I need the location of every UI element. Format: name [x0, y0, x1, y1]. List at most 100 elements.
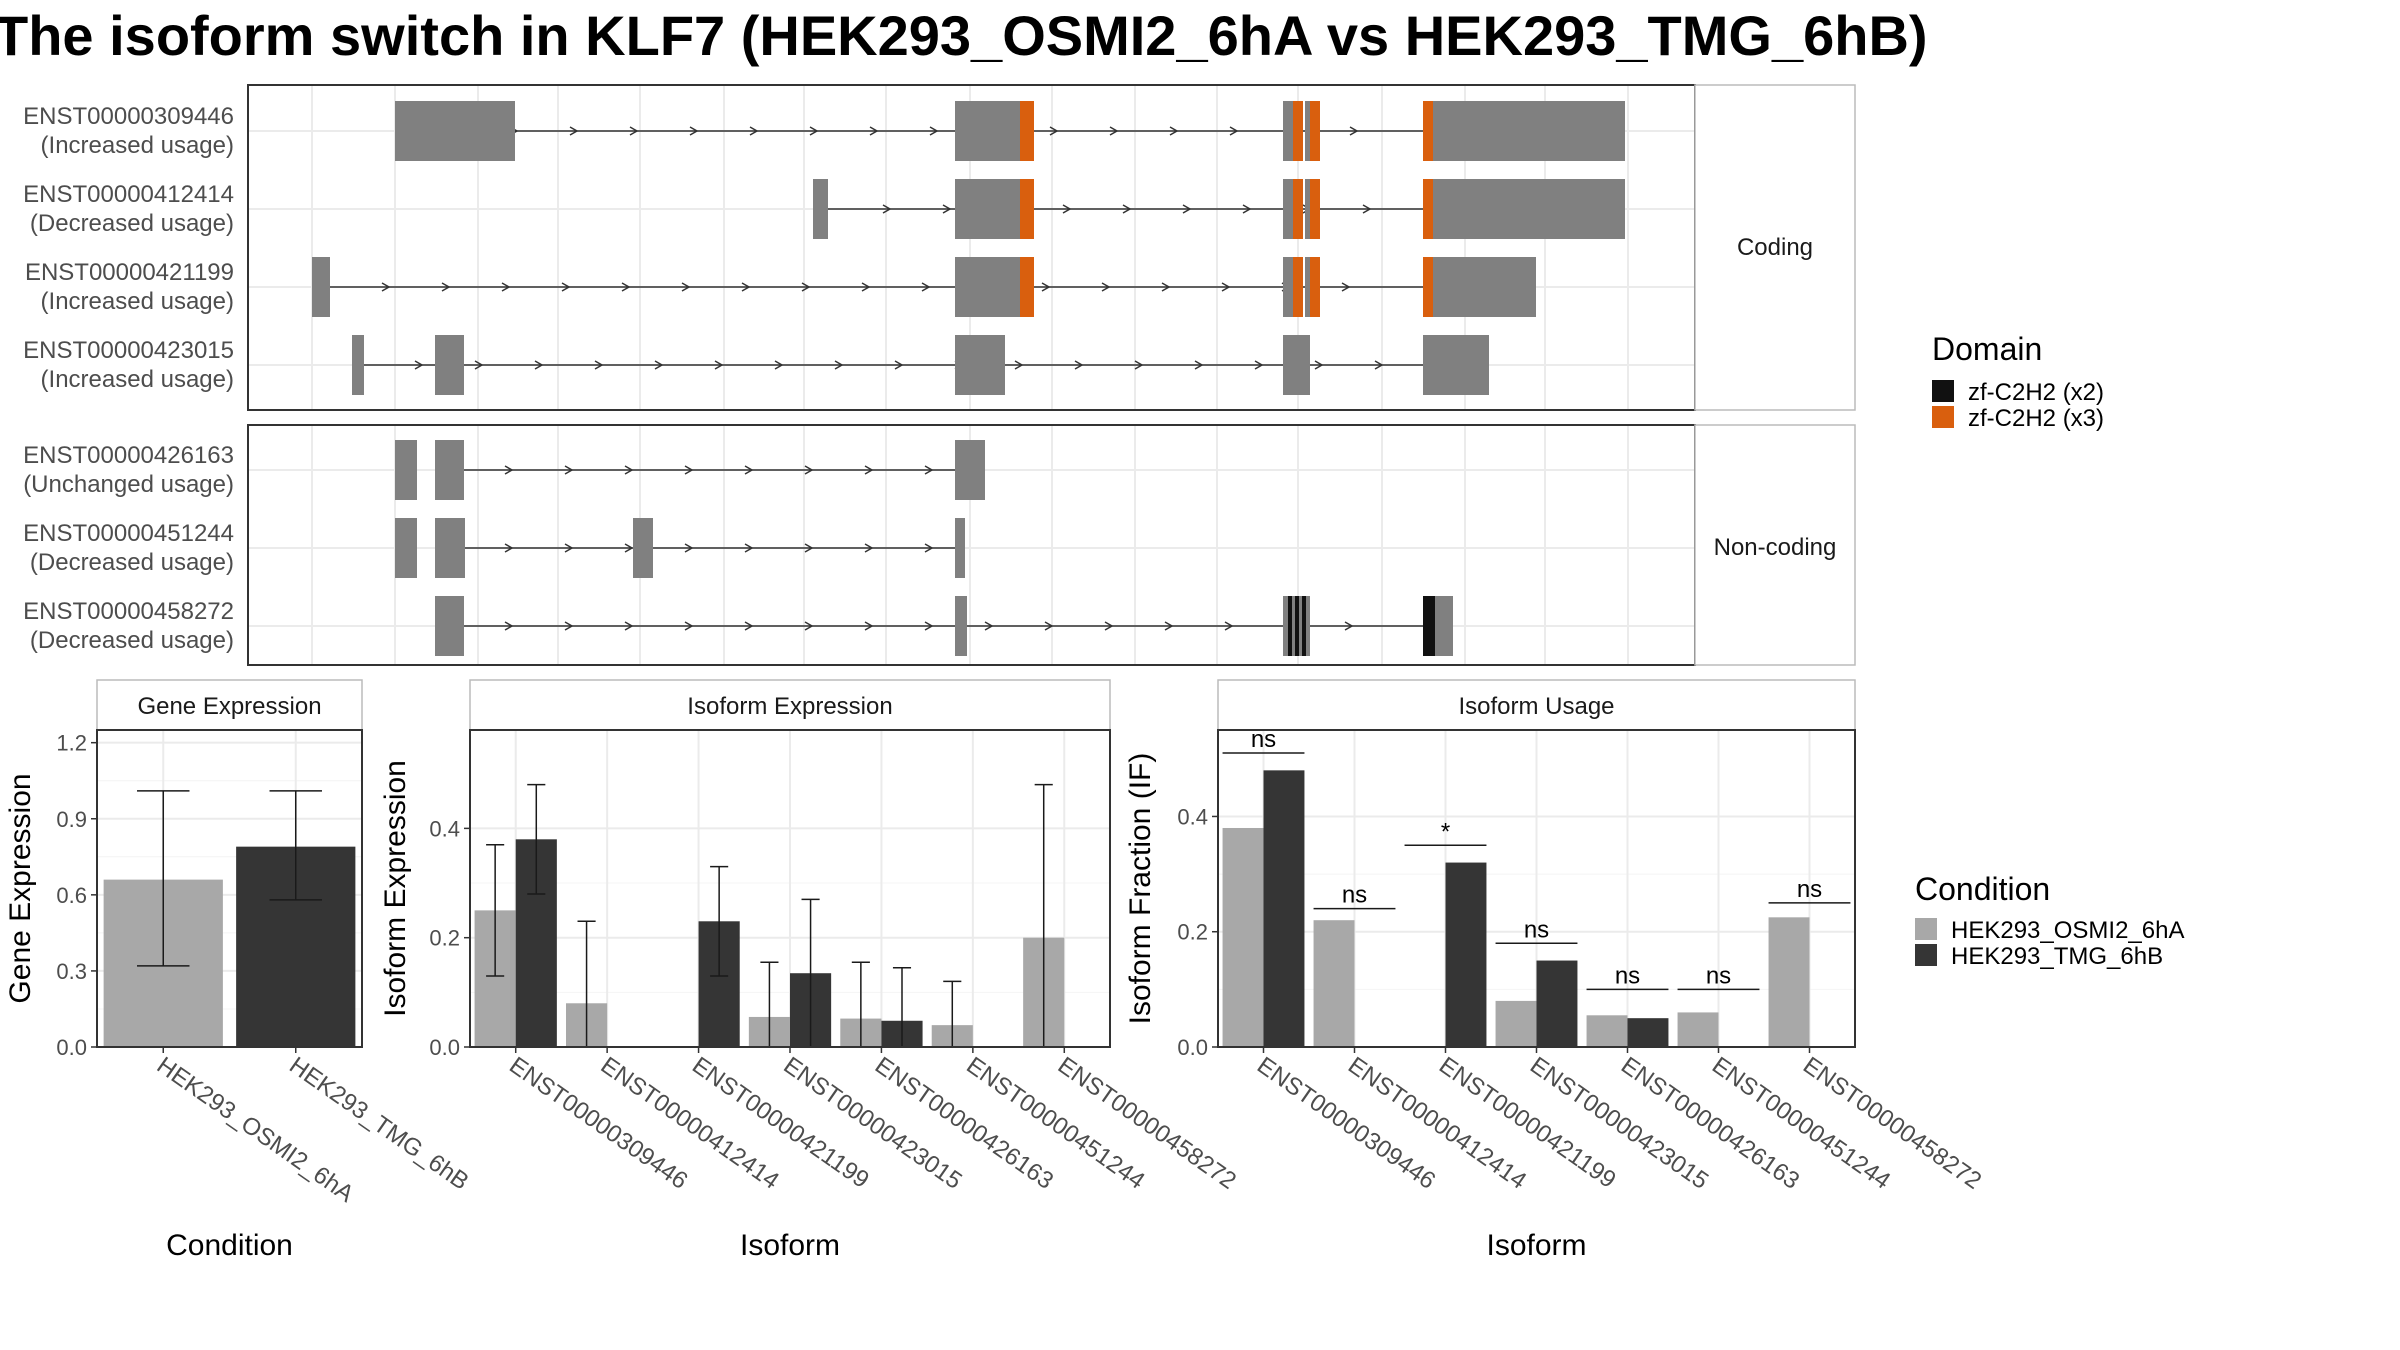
intron-arrow	[564, 621, 574, 631]
y-tick-label: 1.2	[56, 731, 87, 756]
domain-zf-c2h2-x3	[1293, 101, 1303, 161]
intron-arrow	[689, 126, 699, 136]
intron-arrow	[774, 360, 784, 370]
intron-arrow	[684, 465, 694, 475]
exon	[955, 440, 985, 500]
panel-strip	[96, 679, 363, 731]
transcript-model	[813, 179, 1625, 239]
exon	[1283, 179, 1293, 239]
domain-swatch-zf-c2h2-x3	[1932, 406, 1954, 428]
structure-facet-coding: Coding	[247, 84, 1856, 411]
facet-label-noncoding: Non-coding	[1714, 534, 1837, 561]
condition-legend-label: HEK293_OSMI2_6hA	[1951, 917, 2184, 944]
intron-arrow	[924, 621, 934, 631]
intron-arrow	[921, 282, 931, 292]
y-tick-label: 0.0	[56, 1035, 87, 1060]
exon	[435, 440, 450, 500]
bar	[1222, 827, 1264, 1047]
x-axis-title: Condition	[166, 1229, 293, 1262]
domain-zf-c2h2-x3	[1310, 179, 1320, 239]
intron-arrow	[684, 543, 694, 553]
intron-arrow	[929, 126, 939, 136]
intron-arrow	[1224, 621, 1234, 631]
intron-arrow	[504, 465, 514, 475]
intron-arrow	[1344, 621, 1354, 631]
transcript-usage: (Increased usage)	[41, 366, 234, 393]
intron-arrow	[1014, 360, 1024, 370]
intron-arrow	[381, 282, 391, 292]
domain-zf-c2h2-x3	[1423, 101, 1433, 161]
intron-arrow	[894, 360, 904, 370]
condition-swatch-osmi2	[1915, 918, 1937, 940]
intron-arrow	[714, 360, 724, 370]
intron-arrow	[654, 360, 664, 370]
bar	[1445, 862, 1487, 1047]
intron-arrow	[984, 621, 994, 631]
intron-arrow	[504, 621, 514, 631]
intron-arrow	[624, 465, 634, 475]
exon	[1305, 257, 1310, 317]
intron-arrow	[744, 621, 754, 631]
intron-arrow	[1104, 621, 1114, 631]
transcript-model	[395, 518, 965, 578]
exon	[435, 335, 450, 395]
exon	[955, 335, 1005, 395]
exon	[1433, 101, 1625, 161]
transcript-model	[352, 335, 1489, 395]
condition-legend-label: HEK293_TMG_6hB	[1951, 943, 2163, 970]
bar	[1627, 1018, 1669, 1047]
exon	[822, 179, 828, 239]
isoform-expression-panel: Isoform Expression0.00.20.4ENST000003094…	[379, 679, 1241, 1262]
intron-arrow	[594, 360, 604, 370]
intron-arrow	[1194, 360, 1204, 370]
domain-swatch-zf-c2h2-x2	[1932, 380, 1954, 402]
significance-label: ns	[1797, 876, 1822, 903]
domain-legend: Domain zf-C2H2 (x2) zf-C2H2 (x3)	[1932, 331, 2104, 432]
exon	[955, 596, 967, 656]
panel-strip	[469, 679, 1111, 731]
y-tick-label: 0.4	[1177, 804, 1208, 829]
intron-arrow	[869, 126, 879, 136]
exon	[955, 179, 1020, 239]
domain-legend-label: zf-C2H2 (x3)	[1968, 405, 2104, 432]
intron-arrow	[861, 282, 871, 292]
y-tick-label: 0.2	[1177, 920, 1208, 945]
exon	[955, 518, 965, 578]
coding-strip	[1694, 84, 1856, 411]
transcript-model	[312, 257, 1536, 317]
intron-arrow	[624, 543, 634, 553]
intron-arrow	[744, 465, 754, 475]
y-tick-label: 0.0	[1177, 1035, 1208, 1060]
bar	[1313, 920, 1355, 1047]
exon	[633, 518, 653, 578]
domain-zf-c2h2-x3	[1020, 179, 1034, 239]
exon	[450, 596, 464, 656]
domain-zf-c2h2-x3	[1423, 257, 1433, 317]
domain-zf-c2h2-x3	[1020, 101, 1034, 161]
intron-arrow	[621, 282, 631, 292]
exon	[352, 335, 364, 395]
exon	[955, 101, 1020, 161]
exon	[955, 257, 1020, 317]
transcript-id: ENST00000426163	[23, 442, 234, 469]
intron-arrow	[441, 282, 451, 292]
exon	[435, 518, 465, 578]
intron-arrow	[1314, 360, 1324, 370]
intron-arrow	[684, 621, 694, 631]
facet-label-coding: Coding	[1737, 234, 1813, 261]
intron-arrow	[569, 126, 579, 136]
intron-arrow	[834, 360, 844, 370]
x-axis-title: Isoform	[740, 1229, 840, 1262]
noncoding-strip	[1694, 424, 1856, 666]
significance-label: *	[1441, 818, 1450, 845]
exon	[1283, 101, 1293, 161]
condition-legend-title: Condition	[1915, 871, 2050, 907]
intron-arrow	[561, 282, 571, 292]
intron-arrow	[1254, 360, 1264, 370]
intron-arrow	[534, 360, 544, 370]
intron-arrow	[864, 621, 874, 631]
y-axis-title: Gene Expression	[4, 773, 37, 1003]
domain-zf-c2h2-x3	[1423, 179, 1433, 239]
